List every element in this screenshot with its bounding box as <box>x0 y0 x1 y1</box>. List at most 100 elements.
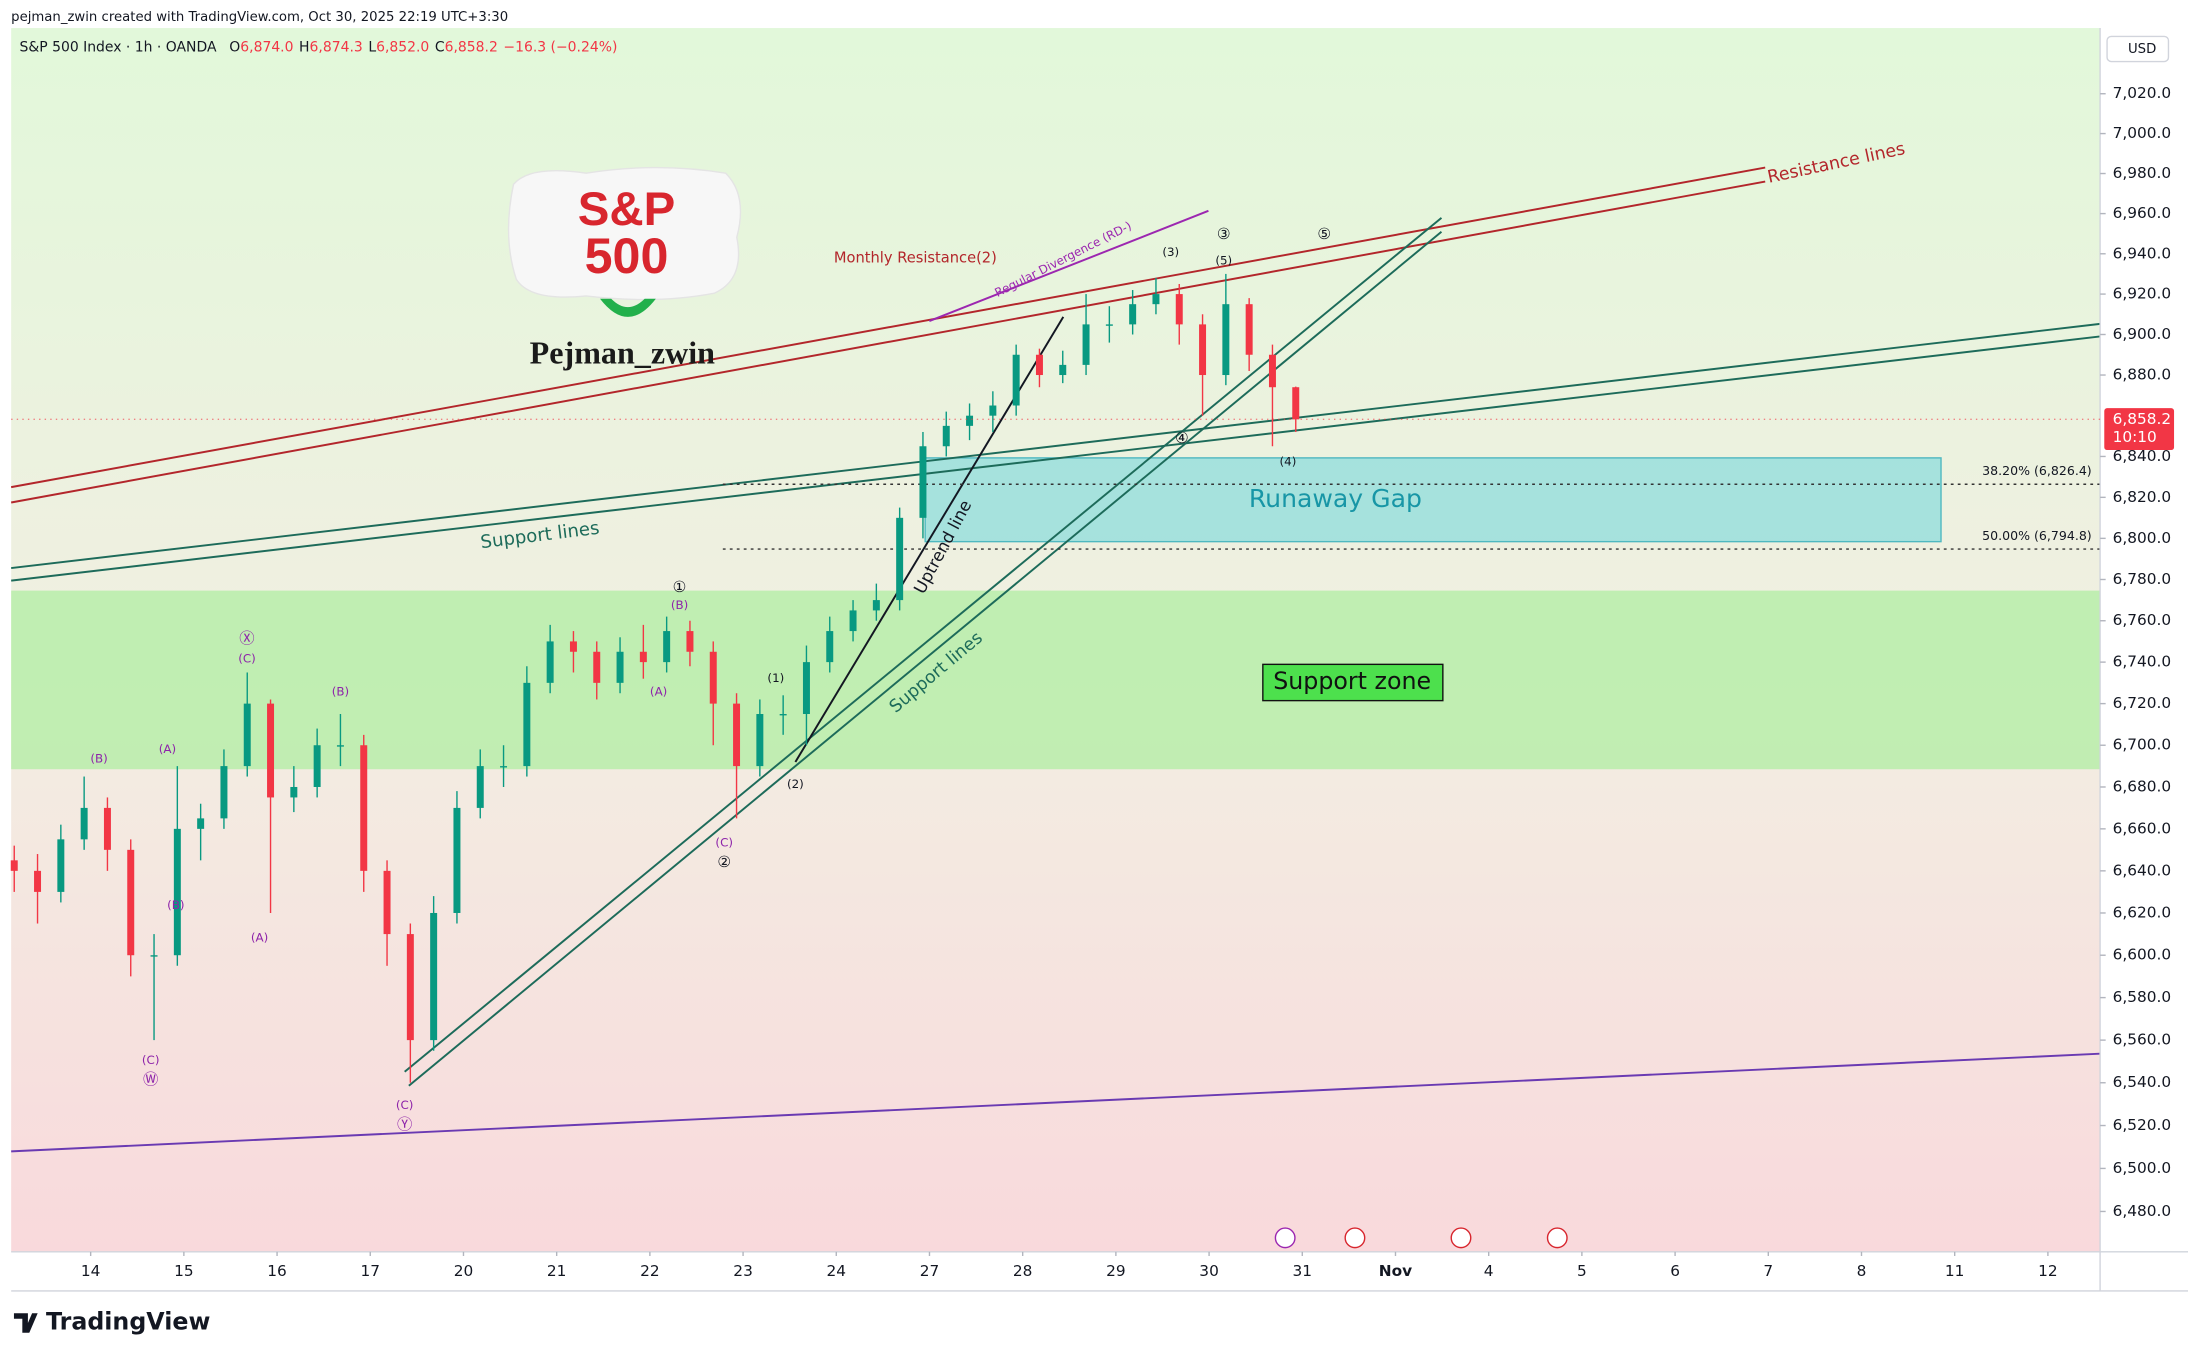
candle-body <box>243 703 251 767</box>
channel-line <box>404 217 1443 1073</box>
logo-text: S&P <box>578 183 676 236</box>
candle-body <box>966 415 974 426</box>
x-tick-label: 28 <box>1013 1262 1033 1280</box>
y-tick-label: 6,540.0 <box>2113 1073 2172 1091</box>
candle-body <box>686 631 694 652</box>
candle-body <box>849 610 857 632</box>
event-icon <box>1450 1227 1472 1249</box>
wave-labels: (B) (A) (B) (C) Ⓦ Ⓧ (C) (A) (B) (C) Ⓨ ① (B) (A) (1) (C)… <box>90 225 1331 1133</box>
ohlc-value: 6,858.2 <box>445 40 498 56</box>
candle-body <box>779 714 787 716</box>
ohlc-key: C <box>435 40 445 56</box>
y-tick-label: 6,920.0 <box>2113 285 2172 303</box>
candle-body <box>267 703 275 798</box>
candle-body <box>406 934 414 1041</box>
y-tick-label: 6,600.0 <box>2113 946 2172 964</box>
axes: 6,480.0 6,500.0 6,520.0 6,540.0 6,560.0 6,580… <box>11 84 2175 1280</box>
ohlc-key: O <box>229 40 240 56</box>
fib-label: 50.00% (6,794.8) <box>1982 528 2092 543</box>
wave-label: ② <box>717 853 731 871</box>
candle-body <box>313 745 321 787</box>
symbol: S&P 500 Index · 1h · OANDA <box>20 40 217 56</box>
wave-label: (B) <box>332 685 349 699</box>
y-tick-label: 6,620.0 <box>2113 903 2172 921</box>
x-tick-label: 14 <box>81 1262 101 1280</box>
candle-body <box>1222 304 1230 376</box>
x-tick-label: 27 <box>920 1262 940 1280</box>
candle-body <box>1059 364 1067 376</box>
y-tick-label: 6,900.0 <box>2113 325 2172 343</box>
wave-label: (A) <box>251 930 268 944</box>
x-tick-label: 31 <box>1293 1262 1313 1280</box>
zone-label: Support zone <box>1273 667 1431 695</box>
y-tick-label: 6,760.0 <box>2113 611 2172 629</box>
countdown: 10:10 <box>2113 428 2157 446</box>
candle-body <box>1175 294 1183 325</box>
zone <box>11 590 2101 770</box>
currency: USD <box>2128 42 2156 57</box>
x-tick-label: Nov <box>1379 1262 1412 1280</box>
y-tick-label: 6,940.0 <box>2113 244 2172 262</box>
footer-logo <box>13 1313 38 1333</box>
x-tick-label: 6 <box>1670 1262 1680 1280</box>
candle-body <box>10 860 18 871</box>
wave-label: Ⓨ <box>397 1115 412 1133</box>
event-icon <box>1344 1227 1366 1249</box>
wave-label: (4) <box>1280 455 1297 469</box>
legend: S&P 500 Index · 1h · OANDA O6,874.0 H6,87… <box>20 40 618 56</box>
support-line <box>11 335 2101 582</box>
zone-label: Runaway Gap <box>1249 484 1422 513</box>
candle-body <box>896 517 904 601</box>
zone-label-box <box>1262 663 1444 702</box>
logo-leaf <box>600 298 656 317</box>
resistance-line <box>10 166 1766 489</box>
x-tick-label: 29 <box>1106 1262 1126 1280</box>
candle-body <box>197 818 205 829</box>
wave-label: ① <box>673 578 687 596</box>
y-tick-label: 6,640.0 <box>2113 861 2172 879</box>
wave-label: (C) <box>715 835 733 849</box>
x-tick-label: 15 <box>174 1262 194 1280</box>
x-tick-label: 12 <box>2038 1262 2058 1280</box>
x-tick-label: 30 <box>1199 1262 1219 1280</box>
candle-body <box>593 651 601 683</box>
ohlc-key: H <box>299 40 309 56</box>
wave-label: ④ <box>1175 429 1189 447</box>
wave-label: (A) <box>650 685 667 699</box>
logo: S&P 500 Pejman_zwin <box>507 166 742 370</box>
candle-body <box>569 641 577 652</box>
logo-cloud <box>507 166 742 301</box>
candle-body <box>500 766 508 768</box>
y-tick-label: 6,740.0 <box>2113 653 2172 671</box>
zone <box>924 457 1942 543</box>
wave-label: (C) <box>238 651 256 665</box>
candle-body <box>127 849 135 956</box>
candle-body <box>546 641 554 683</box>
wave-label: (C) <box>396 1098 414 1112</box>
x-tick-label: 21 <box>547 1262 567 1280</box>
candle-body <box>1199 324 1207 376</box>
y-tick-label: 6,500.0 <box>2113 1159 2172 1177</box>
y-tick-label: 6,780.0 <box>2113 570 2172 588</box>
logo-author: Pejman_zwin <box>530 334 715 370</box>
y-tick-label: 6,520.0 <box>2113 1116 2172 1134</box>
candle-body <box>80 807 88 840</box>
y-tick-label: 6,800.0 <box>2113 529 2172 547</box>
last-price-box <box>2104 408 2175 451</box>
y-tick-label: 6,660.0 <box>2113 819 2172 837</box>
x-tick-label: 4 <box>1484 1262 1494 1280</box>
candle-body <box>826 631 834 663</box>
y-tick-label: 6,580.0 <box>2113 988 2172 1006</box>
divergence-line <box>928 209 1209 322</box>
x-tick-label: 11 <box>1945 1262 1965 1280</box>
candle-body <box>103 807 111 850</box>
candle-body <box>989 405 997 416</box>
wave-label: ⑤ <box>1317 225 1331 243</box>
x-tick-label: 8 <box>1857 1262 1867 1280</box>
candles <box>10 273 1300 1083</box>
candle-body <box>523 682 531 767</box>
x-tick-label: 23 <box>733 1262 753 1280</box>
x-tick-label: 5 <box>1577 1262 1587 1280</box>
change: −16.3 (−0.24%) <box>503 40 617 56</box>
